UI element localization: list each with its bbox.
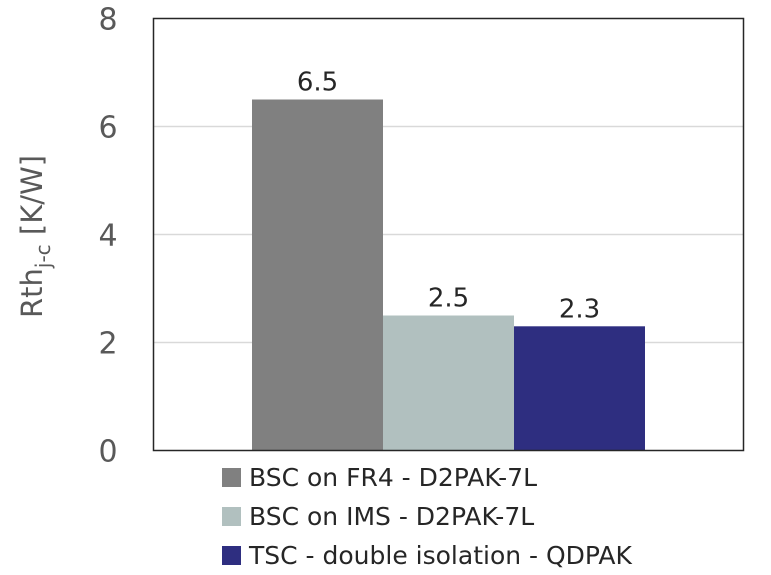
y-tick-label: 2 [98, 327, 117, 362]
bar [383, 315, 514, 451]
legend-swatch [222, 468, 241, 487]
legend-item: TSC - double isolation - QDPAK [222, 536, 632, 575]
bar [252, 99, 383, 451]
data-label: 2.3 [559, 294, 600, 324]
y-tick-label: 4 [98, 219, 117, 254]
legend: BSC on FR4 - D2PAK-7L BSC on IMS - D2PAK-… [222, 458, 632, 575]
plot-frame [152, 17, 745, 452]
data-label: 2.5 [428, 284, 469, 314]
legend-item: BSC on IMS - D2PAK-7L [222, 497, 632, 536]
legend-swatch [222, 507, 241, 526]
legend-label: BSC on FR4 - D2PAK-7L [249, 463, 538, 492]
legend-swatch [222, 546, 241, 565]
y-tick-label: 0 [98, 435, 117, 470]
legend-item: BSC on FR4 - D2PAK-7L [222, 458, 632, 497]
y-axis-label: Rthj-c [K/W] [15, 155, 55, 318]
y-tick-label: 8 [98, 3, 117, 38]
y-tick-label: 6 [98, 111, 117, 146]
legend-label: TSC - double isolation - QDPAK [249, 541, 632, 570]
bar [514, 326, 645, 451]
data-label: 6.5 [297, 68, 338, 98]
legend-label: BSC on IMS - D2PAK-7L [249, 502, 535, 531]
